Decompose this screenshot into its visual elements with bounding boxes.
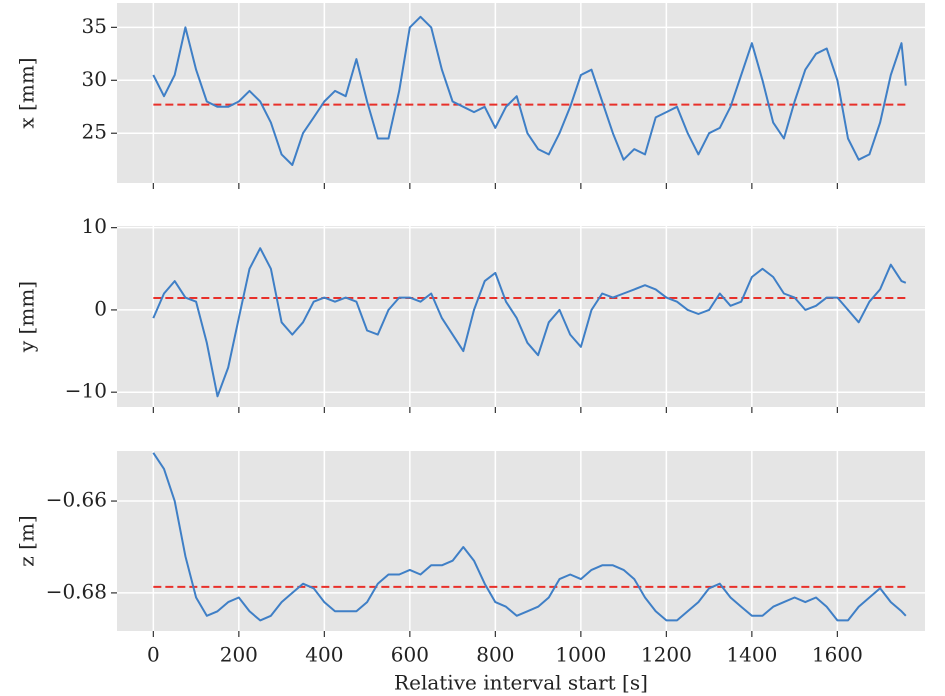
y-axis-label: y [mm] (15, 281, 39, 353)
x-tick-label: 1600 (812, 643, 863, 667)
y-tick-label: −0.66 (46, 488, 107, 512)
y-tick-label: 25 (82, 120, 107, 144)
data-line (152, 247, 907, 398)
plot-area (117, 226, 925, 407)
y-tick-label: 10 (82, 214, 107, 238)
x-tick-label: 200 (220, 643, 258, 667)
y-tick-label: 30 (82, 67, 107, 91)
x-tick-label: 400 (305, 643, 343, 667)
data-line (152, 15, 907, 166)
y-tick-label: 0 (94, 296, 107, 320)
x-tick-label: 1400 (726, 643, 777, 667)
y-tick-label: 35 (82, 14, 107, 38)
plot-area (117, 451, 925, 631)
y-tick-label: −0.68 (46, 579, 107, 603)
x-axis-label: Relative interval start [s] (394, 671, 648, 695)
y-axis-label: x [mm] (15, 57, 39, 128)
x-tick-label: 1200 (641, 643, 692, 667)
x-tick-label: 0 (147, 643, 160, 667)
x-tick-label: 1000 (555, 643, 606, 667)
data-line (152, 452, 907, 622)
y-tick-label: −10 (65, 379, 107, 403)
x-tick-label: 600 (391, 643, 429, 667)
x-tick-label: 800 (476, 643, 514, 667)
y-axis-label: z [m] (15, 515, 39, 566)
